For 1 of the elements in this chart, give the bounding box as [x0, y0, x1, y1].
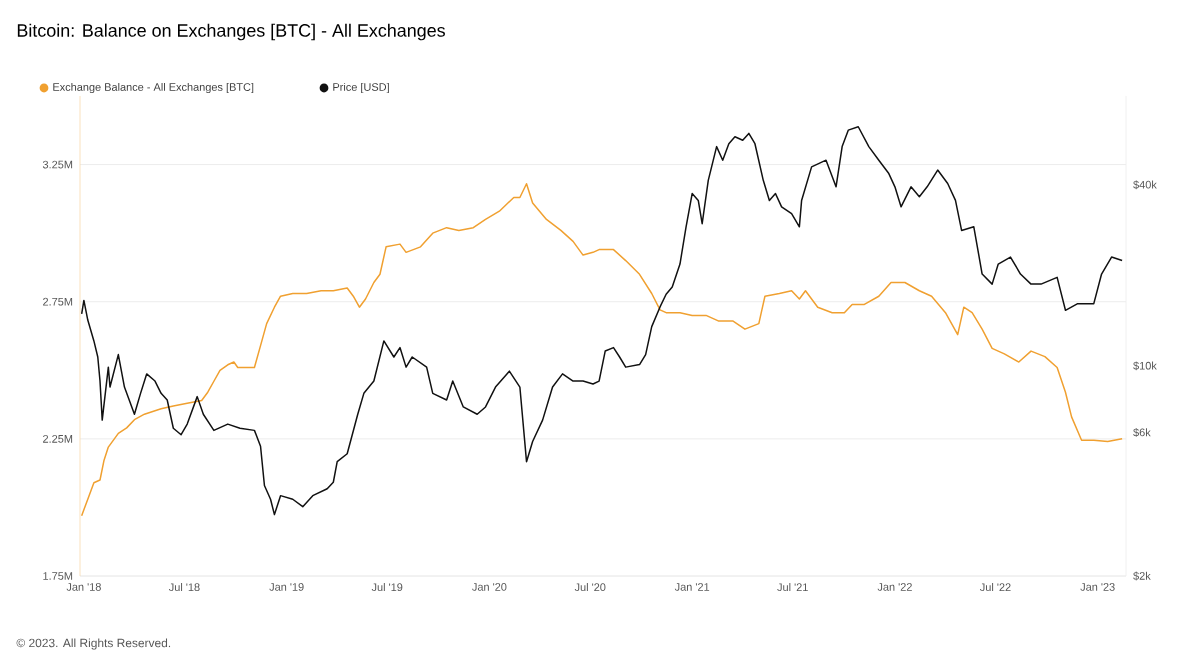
chart-title: Bitcoin: Balance on Exchanges [BTC] - All Exchanges: [17, 23, 445, 41]
